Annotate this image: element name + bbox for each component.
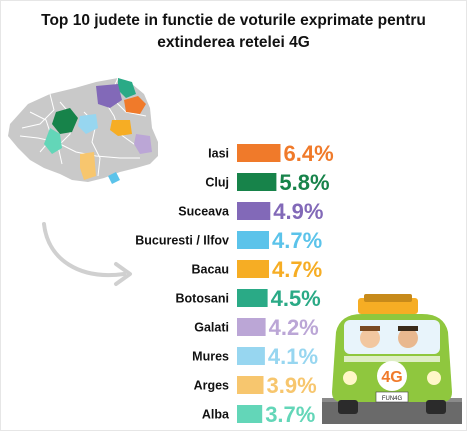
county-botosani — [118, 78, 136, 98]
romania-map — [8, 77, 158, 184]
bar — [237, 231, 269, 249]
headlight-right — [427, 371, 441, 385]
value-label: 4.2% — [269, 315, 319, 340]
category-label: Bacau — [191, 263, 229, 277]
bar — [237, 347, 265, 365]
value-label: 4.5% — [271, 286, 321, 311]
category-label: Mures — [192, 350, 229, 364]
county-cluj — [52, 108, 78, 134]
passenger-right — [398, 328, 418, 348]
county-alba — [44, 128, 62, 154]
bar — [237, 260, 269, 278]
county-bucuresti-ilfov — [108, 172, 120, 184]
bar-chart: Iasi 6.4% Cluj 5.8% Suceava 4.9% Bucuresti / I… — [135, 141, 333, 427]
bar — [237, 289, 268, 307]
badge-4g — [377, 361, 407, 391]
category-label: Galati — [194, 321, 229, 335]
passenger-left — [360, 328, 380, 348]
value-label: 4.7% — [272, 228, 322, 253]
value-label: 3.7% — [265, 402, 315, 427]
van-stripe — [344, 356, 440, 362]
county-bacau — [110, 120, 132, 136]
county-mures — [78, 114, 98, 134]
county-arges — [80, 152, 96, 180]
luggage — [364, 294, 412, 302]
badge-4g-text: 4G — [381, 369, 402, 386]
category-label: Bucuresti / Ilfov — [135, 234, 229, 248]
license-plate-text: FUN4G — [382, 396, 403, 402]
bar — [237, 405, 263, 423]
chart-title: Top 10 judete in functie de voturile exp… — [0, 10, 467, 54]
value-label: 3.9% — [267, 373, 317, 398]
bar-chart-marks: Iasi 6.4% Cluj 5.8% Suceava 4.9% Bucuresti / I… — [135, 141, 333, 427]
passenger-left-hair — [360, 326, 380, 331]
pointer-arrow — [42, 222, 132, 286]
category-label: Suceava — [178, 205, 230, 219]
headlight-left — [343, 371, 357, 385]
title-line-2: extinderea retelei 4G — [157, 34, 310, 51]
value-label: 6.4% — [284, 141, 334, 166]
license-plate — [375, 391, 409, 403]
value-label: 4.1% — [268, 344, 318, 369]
bar — [237, 318, 266, 336]
value-label: 4.9% — [273, 199, 323, 224]
value-label: 4.7% — [272, 257, 322, 282]
county-suceava — [96, 84, 122, 108]
value-label: 5.8% — [279, 170, 329, 195]
county-galati — [134, 134, 152, 154]
passenger-right-hair — [398, 326, 418, 331]
category-label: Iasi — [208, 147, 229, 161]
bar — [237, 202, 271, 220]
category-label: Alba — [202, 408, 230, 422]
bar — [237, 173, 277, 191]
county-iasi — [124, 96, 146, 114]
category-label: Arges — [194, 379, 229, 393]
van-windshield — [344, 320, 440, 354]
title-line-1: Top 10 judete in functie de voturile exp… — [41, 12, 426, 29]
category-label: Botosani — [176, 292, 229, 306]
bar — [237, 376, 264, 394]
bar — [237, 144, 281, 162]
wheel-left — [338, 400, 358, 414]
wheel-right — [426, 400, 446, 414]
category-label: Cluj — [205, 176, 229, 190]
van-illustration: 4G FUN4G — [322, 294, 462, 424]
